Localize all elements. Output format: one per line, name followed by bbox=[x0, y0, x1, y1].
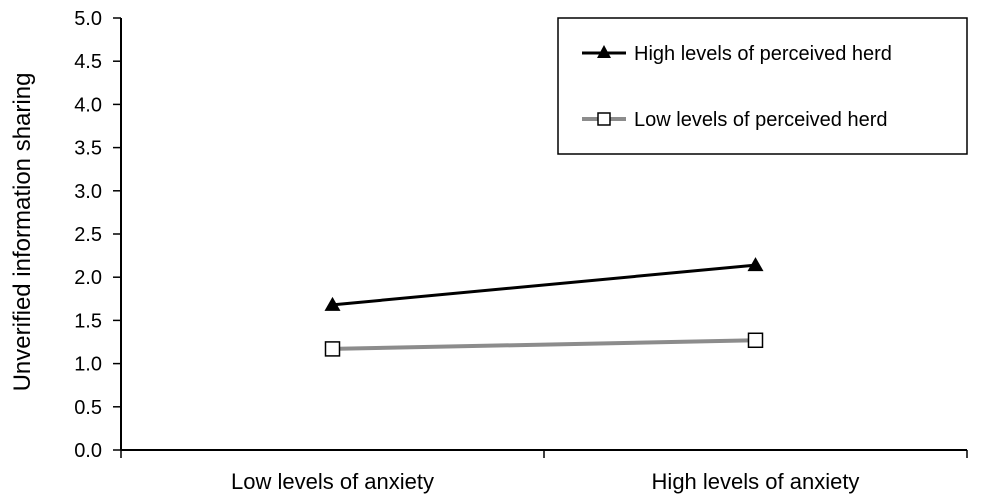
y-tick-label: 0.5 bbox=[74, 397, 102, 419]
y-tick-label: 0.0 bbox=[74, 440, 102, 462]
y-tick-label: 2.5 bbox=[74, 224, 102, 246]
data-point-square bbox=[324, 341, 341, 357]
y-tick-label: 2.0 bbox=[74, 267, 102, 289]
legend-square-marker bbox=[597, 112, 611, 126]
y-tick-label: 1.5 bbox=[74, 310, 102, 332]
legend-label-high-herd: High levels of perceived herd bbox=[634, 43, 892, 65]
series-line-low-herd bbox=[332, 338, 756, 351]
y-axis-title: Unverified information sharing bbox=[9, 73, 36, 392]
legend-box bbox=[557, 17, 968, 155]
legend-entry-high-herd: High levels of perceived herd bbox=[582, 43, 892, 65]
y-tick-label: 5.0 bbox=[74, 8, 102, 30]
y-tick-label: 1.0 bbox=[74, 354, 102, 376]
y-tick-label: 4.5 bbox=[74, 51, 102, 73]
data-point-triangle bbox=[324, 296, 341, 311]
y-ticks: 0.0 0.5 1.0 1.5 2.0 2.5 3.0 3.5 4.0 4.5 5.0 bbox=[74, 8, 121, 462]
legend-label-low-herd: Low levels of perceived herd bbox=[634, 109, 887, 131]
legend-entry-low-herd: Low levels of perceived herd bbox=[582, 109, 887, 131]
x-ticks: Low levels of anxiety High levels of anxi… bbox=[120, 450, 968, 494]
series-line-high-herd bbox=[332, 263, 756, 307]
legend: High levels of perceived herd Low levels… bbox=[557, 17, 968, 155]
y-tick-label: 3.5 bbox=[74, 138, 102, 160]
legend-triangle-marker bbox=[597, 45, 611, 58]
data-point-triangle bbox=[747, 257, 764, 272]
y-tick-label: 4.0 bbox=[74, 94, 102, 116]
x-category-label: High levels of anxiety bbox=[652, 469, 860, 494]
data-point-square bbox=[747, 332, 764, 349]
y-tick-label: 3.0 bbox=[74, 181, 102, 203]
x-category-label: Low levels of anxiety bbox=[231, 469, 434, 494]
series-layer bbox=[324, 257, 764, 357]
